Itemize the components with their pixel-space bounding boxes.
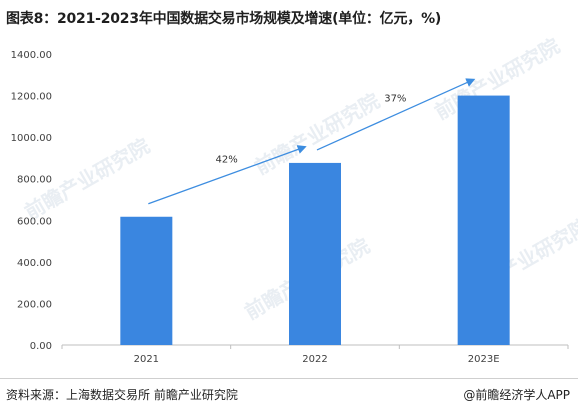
- footer-divider: [0, 378, 578, 379]
- x-tick-label: 2022: [302, 354, 327, 365]
- growth-arrow: [148, 145, 307, 205]
- bar-2021: [120, 216, 173, 345]
- y-tick-label: 200.00: [17, 299, 52, 310]
- growth-label: 37%: [384, 94, 406, 105]
- y-tick-label: 400.00: [17, 258, 52, 269]
- growth-arrow: [316, 78, 476, 151]
- x-tick-label: 2023E: [468, 354, 500, 365]
- bar-2022: [289, 162, 341, 345]
- x-tick-label: 2021: [134, 354, 159, 365]
- growth-annotations: 42% 37%: [148, 78, 476, 205]
- x-axis: 2021 2022 2023E: [61, 344, 569, 365]
- y-tick-label: 800.00: [17, 175, 52, 186]
- source-note: 资料来源：上海数据交易所 前瞻产业研究院: [6, 388, 238, 402]
- y-axis: 0.00 200.00 400.00 600.00 800.00 1000.00 1200.…: [11, 50, 52, 352]
- credit-note: @前瞻经济学人APP: [463, 388, 570, 402]
- growth-label: 42%: [216, 154, 238, 165]
- chart-title: 图表8：2021-2023年中国数据交易市场规模及增速(单位：亿元，%): [6, 11, 442, 27]
- y-tick-label: 1400.00: [11, 50, 52, 61]
- y-tick-label: 1200.00: [11, 92, 52, 103]
- y-tick-label: 0.00: [30, 341, 52, 352]
- bar-2023E: [457, 95, 510, 345]
- bars: [120, 95, 510, 345]
- y-tick-label: 600.00: [17, 216, 52, 227]
- y-tick-label: 1000.00: [11, 133, 52, 144]
